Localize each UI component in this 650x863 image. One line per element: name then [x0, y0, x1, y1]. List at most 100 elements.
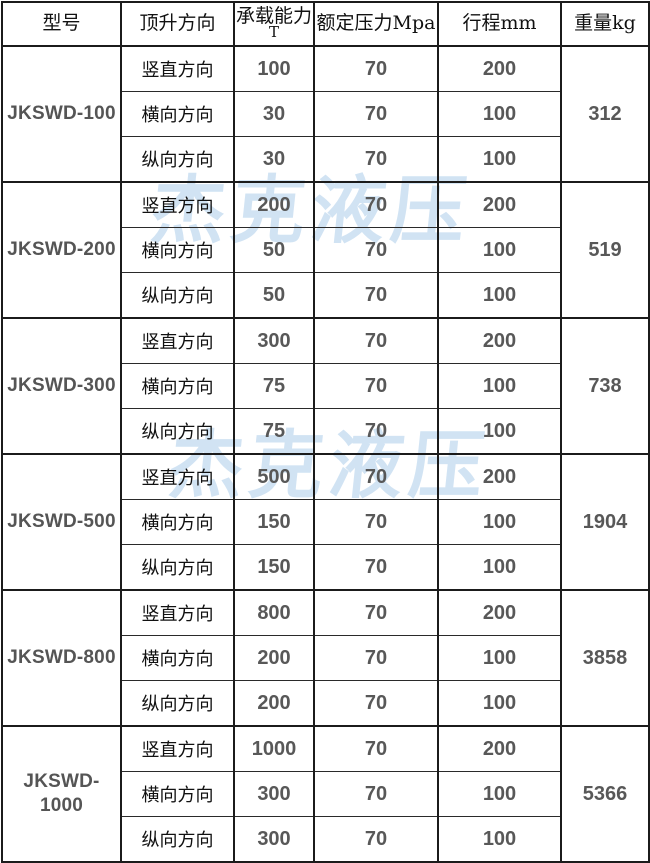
model-cell: JKSWD-800 [1, 589, 122, 727]
pressure-cell: 70 [313, 680, 439, 727]
direction-cell: 竖直方向 [120, 45, 235, 92]
stroke-cell: 200 [437, 45, 562, 92]
table-row: 横向方向 75 70 100 [2, 363, 649, 409]
pressure-cell: 70 [313, 816, 439, 863]
capacity-cell: 50 [233, 272, 315, 319]
pressure-cell: 70 [313, 227, 439, 273]
stroke-cell: 100 [437, 408, 562, 455]
direction-cell: 横向方向 [120, 227, 235, 273]
table-row: JKSWD-800 竖直方向 800 70 200 3858 [1, 589, 650, 727]
direction-cell: 横向方向 [120, 363, 235, 409]
model-cell: JKSWD-200 [1, 181, 122, 319]
stroke-cell: 100 [437, 771, 562, 817]
stroke-cell: 200 [437, 725, 562, 772]
table-row: 横向方向 150 70 100 [2, 499, 649, 545]
column-header-capacity: 承载能力 T [233, 1, 315, 47]
capacity-cell: 500 [233, 453, 315, 500]
capacity-cell: 150 [233, 499, 315, 545]
direction-cell: 竖直方向 [120, 181, 235, 228]
pressure-cell: 70 [313, 635, 439, 681]
stroke-cell: 100 [437, 816, 562, 863]
direction-cell: 纵向方向 [120, 272, 235, 319]
pressure-cell: 70 [313, 363, 439, 409]
column-header-stroke: 行程mm [437, 1, 562, 47]
capacity-cell: 200 [233, 680, 315, 727]
capacity-cell: 300 [233, 771, 315, 817]
stroke-cell: 200 [437, 589, 562, 636]
pressure-cell: 70 [313, 317, 439, 364]
table-row: 纵向方向 75 70 100 [2, 408, 649, 455]
table-row: JKSWD-300 竖直方向 300 70 200 738 [1, 317, 650, 455]
table-row: 横向方向 30 70 100 [2, 91, 649, 137]
stroke-cell: 100 [437, 680, 562, 727]
capacity-cell: 75 [233, 363, 315, 409]
stroke-cell: 200 [437, 317, 562, 364]
column-header-rated-pressure: 额定压力Mpa [313, 1, 439, 47]
direction-cell: 竖直方向 [120, 725, 235, 772]
weight-cell: 5366 [560, 725, 650, 863]
pressure-cell: 70 [313, 499, 439, 545]
direction-cell: 纵向方向 [120, 408, 235, 455]
column-header-direction: 顶升方向 [120, 1, 235, 47]
pressure-cell: 70 [313, 453, 439, 500]
capacity-cell: 300 [233, 816, 315, 863]
direction-cell: 纵向方向 [120, 680, 235, 727]
stroke-cell: 100 [437, 499, 562, 545]
weight-cell: 1904 [560, 453, 650, 591]
table-row: JKSWD-200 竖直方向 200 70 200 519 [1, 181, 650, 319]
column-header-weight: 重量kg [560, 1, 650, 47]
stroke-cell: 100 [437, 227, 562, 273]
stroke-cell: 200 [437, 453, 562, 500]
direction-cell: 纵向方向 [120, 544, 235, 591]
column-header-text: 承载能力 [235, 5, 312, 28]
weight-cell: 3858 [560, 589, 650, 727]
stroke-cell: 100 [437, 136, 562, 183]
direction-cell: 纵向方向 [120, 816, 235, 863]
weight-cell: 519 [560, 181, 650, 319]
pressure-cell: 70 [313, 45, 439, 92]
direction-cell: 横向方向 [120, 499, 235, 545]
capacity-cell: 800 [233, 589, 315, 636]
table-row: 横向方向 50 70 100 [2, 227, 649, 273]
capacity-cell: 200 [233, 181, 315, 228]
table-row: JKSWD-1000 竖直方向 1000 70 200 5366 [1, 725, 650, 863]
pressure-cell: 70 [313, 408, 439, 455]
column-header-model: 型号 [1, 1, 122, 47]
model-cell: JKSWD-500 [1, 453, 122, 591]
pressure-cell: 70 [313, 589, 439, 636]
capacity-cell: 30 [233, 136, 315, 183]
stroke-cell: 200 [437, 181, 562, 228]
weight-cell: 312 [560, 45, 650, 183]
pressure-cell: 70 [313, 544, 439, 591]
direction-cell: 纵向方向 [120, 136, 235, 183]
table-row: 纵向方向 30 70 100 [2, 136, 649, 183]
capacity-cell: 1000 [233, 725, 315, 772]
capacity-cell: 150 [233, 544, 315, 591]
direction-cell: 竖直方向 [120, 589, 235, 636]
pressure-cell: 70 [313, 136, 439, 183]
capacity-cell: 30 [233, 91, 315, 137]
model-cell: JKSWD-1000 [1, 725, 122, 863]
capacity-cell: 300 [233, 317, 315, 364]
capacity-cell: 100 [233, 45, 315, 92]
pressure-cell: 70 [313, 272, 439, 319]
stroke-cell: 100 [437, 544, 562, 591]
table-row: 纵向方向 150 70 100 [2, 544, 649, 591]
model-cell: JKSWD-300 [1, 317, 122, 455]
column-header-unit: T [268, 22, 279, 41]
model-cell: JKSWD-100 [1, 45, 122, 183]
direction-cell: 横向方向 [120, 771, 235, 817]
direction-cell: 竖直方向 [120, 453, 235, 500]
table-row: JKSWD-500 竖直方向 500 70 200 1904 [1, 453, 650, 591]
stroke-cell: 100 [437, 635, 562, 681]
direction-cell: 横向方向 [120, 91, 235, 137]
pressure-cell: 70 [313, 771, 439, 817]
table-row: JKSWD-100 竖直方向 100 70 200 312 [1, 45, 650, 183]
pressure-cell: 70 [313, 725, 439, 772]
capacity-cell: 50 [233, 227, 315, 273]
direction-cell: 竖直方向 [120, 317, 235, 364]
stroke-cell: 100 [437, 363, 562, 409]
table-header-row: 型号 顶升方向 承载能力 T 额定压力Mpa 行程mm 重量kg [1, 1, 650, 47]
weight-cell: 738 [560, 317, 650, 455]
